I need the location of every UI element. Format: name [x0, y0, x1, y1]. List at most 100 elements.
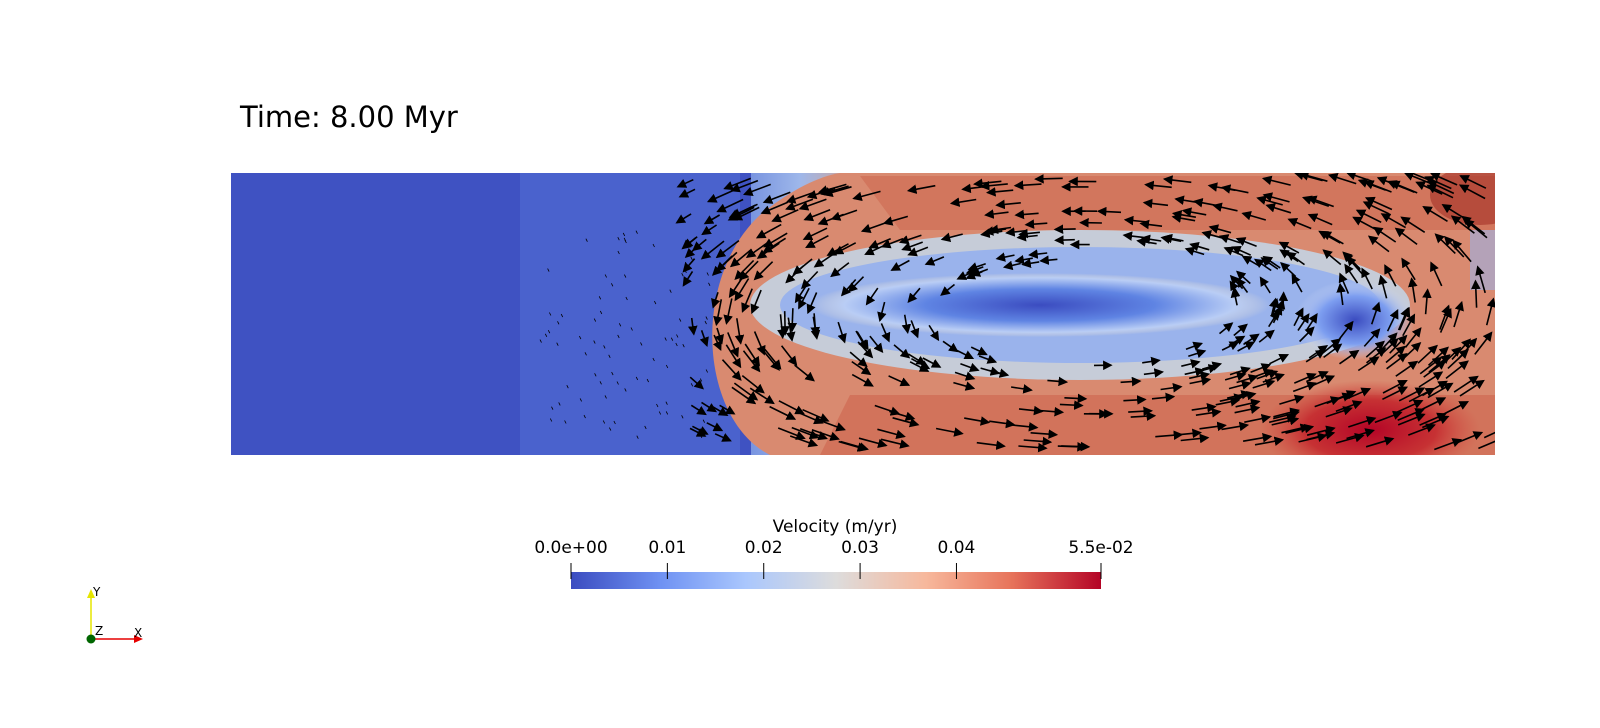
- velocity-arrow: [1374, 410, 1403, 424]
- velocity-arrow: [813, 252, 835, 268]
- velocity-arrow: [964, 416, 991, 426]
- velocity-arrow: [858, 437, 888, 449]
- velocity-arrow: [1230, 287, 1241, 306]
- velocity-arrow: [973, 178, 1002, 189]
- velocity-arrow: [1226, 390, 1251, 400]
- velocity-arrow: [711, 291, 721, 309]
- velocity-arrow: [1380, 213, 1406, 229]
- velocity-arrow: [956, 349, 975, 360]
- velocity-arrow: [1235, 237, 1257, 248]
- velocity-arrow: [1450, 215, 1475, 234]
- velocity-arrow: [922, 357, 942, 368]
- velocity-arrow: [803, 209, 831, 222]
- velocity-arrow: [579, 335, 582, 340]
- velocity-arrow: [1287, 217, 1312, 230]
- velocity-arrow: [594, 373, 597, 377]
- velocity-arrow: [961, 183, 990, 194]
- velocity-arrow: [802, 408, 830, 423]
- velocity-arrow: [864, 244, 886, 256]
- velocity-arrow: [1268, 310, 1280, 328]
- velocity-arrow: [1028, 249, 1048, 259]
- velocity-arrow: [806, 292, 818, 315]
- velocity-arrow: [1417, 344, 1438, 364]
- velocity-arrow: [877, 301, 887, 322]
- velocity-arrow: [646, 378, 649, 383]
- velocity-arrow: [1306, 370, 1329, 383]
- velocity-arrow: [1252, 379, 1276, 389]
- velocity-arrow: [838, 440, 868, 452]
- velocity-arrow: [1160, 383, 1183, 393]
- velocity-arrow: [669, 289, 672, 293]
- velocity-arrow: [1280, 262, 1297, 278]
- velocity-arrow: [1422, 288, 1432, 315]
- velocity-arrow: [1219, 393, 1244, 403]
- velocity-arrow: [1233, 323, 1248, 337]
- velocity-arrow: [706, 189, 735, 203]
- velocity-arrow: [1128, 406, 1153, 417]
- velocity-arrow: [1286, 251, 1305, 266]
- velocity-arrow: [1234, 404, 1261, 414]
- velocity-arrow: [723, 298, 733, 325]
- velocity-arrow: [1352, 216, 1377, 231]
- velocity-arrow: [1408, 423, 1436, 436]
- velocity-arrow: [730, 179, 759, 193]
- velocity-arrow: [1453, 300, 1464, 328]
- velocity-arrow: [654, 300, 657, 305]
- velocity-arrow: [682, 270, 694, 287]
- velocity-arrow: [618, 323, 622, 327]
- velocity-arrow: [598, 296, 602, 300]
- velocity-arrow: [1262, 372, 1285, 383]
- velocity-arrow: [769, 405, 797, 420]
- velocity-arrow: [1361, 267, 1373, 290]
- velocity-arrow: [679, 318, 682, 322]
- velocity-arrow: [1335, 400, 1363, 412]
- velocity-arrow: [1293, 307, 1304, 327]
- velocity-arrow: [954, 371, 976, 381]
- colorbar-tick-label: 0.03: [841, 538, 880, 558]
- velocity-arrow: [1346, 428, 1375, 440]
- velocity-arrow: [685, 261, 688, 266]
- velocity-field: [231, 173, 1495, 455]
- velocity-arrow: [901, 241, 923, 252]
- velocity-arrow: [901, 314, 912, 334]
- velocity-arrow: [794, 282, 809, 304]
- velocity-arrow: [1400, 216, 1426, 233]
- velocity-arrow: [557, 321, 560, 325]
- velocity-arrow: [617, 250, 620, 255]
- velocity-arrow: [547, 268, 550, 272]
- velocity-arrow: [1382, 386, 1409, 401]
- velocity-arrow: [893, 344, 911, 359]
- velocity-arrow: [1010, 384, 1033, 394]
- velocity-arrow: [1018, 442, 1048, 453]
- velocity-arrow: [753, 261, 774, 281]
- velocity-arrow: [652, 243, 655, 248]
- velocity-arrow: [798, 198, 827, 211]
- velocity-arrow: [734, 318, 745, 345]
- velocity-arrow: [624, 274, 627, 278]
- velocity-arrow: [1171, 213, 1196, 223]
- velocity-arrow: [1013, 180, 1042, 191]
- velocity-arrow: [609, 427, 612, 431]
- velocity-arrow: [608, 354, 611, 358]
- velocity-arrow: [906, 184, 936, 194]
- velocity-arrow: [1397, 307, 1410, 331]
- velocity-arrow: [750, 289, 762, 315]
- velocity-arrow: [762, 349, 781, 371]
- velocity-arrow: [1256, 195, 1283, 206]
- velocity-arrow: [675, 213, 692, 224]
- velocity-arrow: [714, 433, 732, 442]
- velocity-arrow: [593, 318, 597, 322]
- velocity-arrow: [579, 398, 582, 402]
- velocity-arrow: [1030, 429, 1059, 439]
- velocity-arrow: [1059, 400, 1084, 410]
- velocity-arrow: [1439, 307, 1452, 333]
- velocity-arrow: [603, 345, 606, 349]
- velocity-arrow: [1139, 219, 1163, 230]
- velocity-arrow: [1184, 367, 1205, 377]
- velocity-arrow: [1151, 392, 1176, 403]
- velocity-arrow: [1229, 366, 1251, 376]
- velocity-arrow: [566, 385, 569, 389]
- velocity-arrow: [851, 360, 872, 376]
- velocity-arrow: [549, 418, 553, 422]
